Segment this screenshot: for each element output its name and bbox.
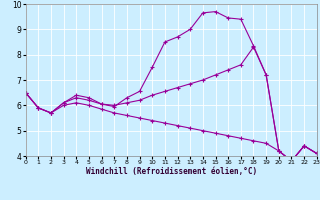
X-axis label: Windchill (Refroidissement éolien,°C): Windchill (Refroidissement éolien,°C) xyxy=(86,167,257,176)
